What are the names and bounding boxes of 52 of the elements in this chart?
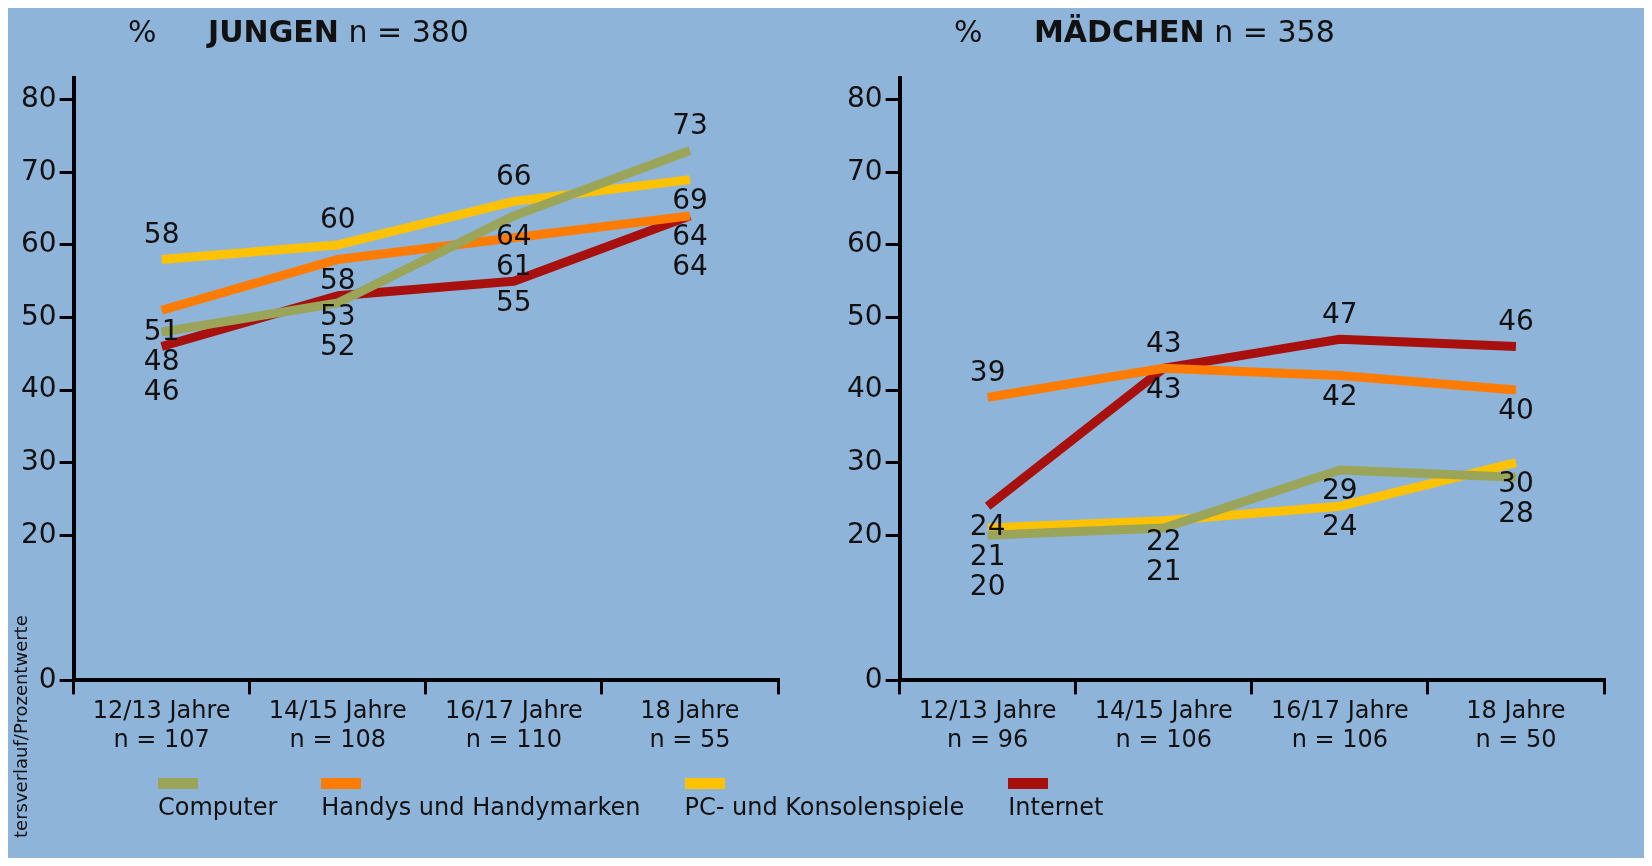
data-label: 29 [1322,473,1358,507]
data-label: 69 [672,182,708,216]
y-tick-label: 80 [846,81,883,115]
legend-label: Internet [1008,793,1104,821]
data-label: 47 [1322,296,1358,330]
x-tick-label: 16/17 Jahre n = 110 [444,696,583,753]
data-label: 58 [143,216,180,250]
y-tick-label: 60 [20,226,57,260]
data-label: 73 [672,107,708,141]
x-tick-label: 14/15 Jahre n = 106 [1094,696,1233,753]
y-tick-label: 40 [20,371,57,405]
x-tick-label: 16/17 Jahre n = 106 [1270,696,1409,753]
y-tick-label: 20 [20,516,57,550]
y-tick-label: 40 [846,371,883,405]
y-tick-label: 60 [846,226,883,260]
legend-label: PC- und Konsolenspiele [684,793,965,821]
x-tick-label: 18 Jahre n = 55 [640,696,740,753]
text: tersverlauf/Prozentwerte [10,615,31,838]
x-tick-label: 18 Jahre n = 50 [1466,696,1566,753]
data-label: 58 [319,262,356,296]
x-tick-label: 12/13 Jahre n = 107 [92,696,231,753]
chart-subtitle: n = 358 [1214,14,1335,49]
data-label: 66 [496,158,532,192]
data-label: 24 [1322,509,1358,543]
data-label: 43 [1145,325,1182,359]
y-axis-title: % [128,14,157,49]
legend-label: Handys und Handymarken [321,793,641,821]
data-label: 46 [1498,303,1534,337]
data-label: 43 [1145,371,1182,405]
data-label: 39 [969,354,1006,388]
data-label: 60 [319,202,356,236]
y-tick-label: 80 [20,81,57,115]
y-tick-label: 0 [38,661,57,695]
y-tick-label: 0 [864,661,883,695]
data-label: 55 [496,284,532,318]
chart-subtitle: n = 380 [348,14,469,49]
legend-label: Computer [158,793,278,821]
y-tick-label: 50 [846,298,883,332]
y-tick-label: 30 [846,443,883,477]
y-tick-label: 70 [846,153,883,187]
y-tick-label: 70 [20,153,57,187]
chart-title: JUNGEN [208,14,339,49]
data-label: 40 [1498,393,1534,427]
y-tick-label: 50 [20,298,57,332]
y-axis-title: % [954,14,983,49]
chart-title: MÄDCHEN [1034,14,1205,49]
x-tick-label: 14/15 Jahre n = 108 [268,696,407,753]
y-tick-label: 30 [20,443,57,477]
x-tick-label: 12/13 Jahre n = 96 [918,696,1057,753]
data-label: 42 [1322,378,1358,412]
data-label: 61 [496,249,532,283]
y-tick-label: 20 [846,516,883,550]
